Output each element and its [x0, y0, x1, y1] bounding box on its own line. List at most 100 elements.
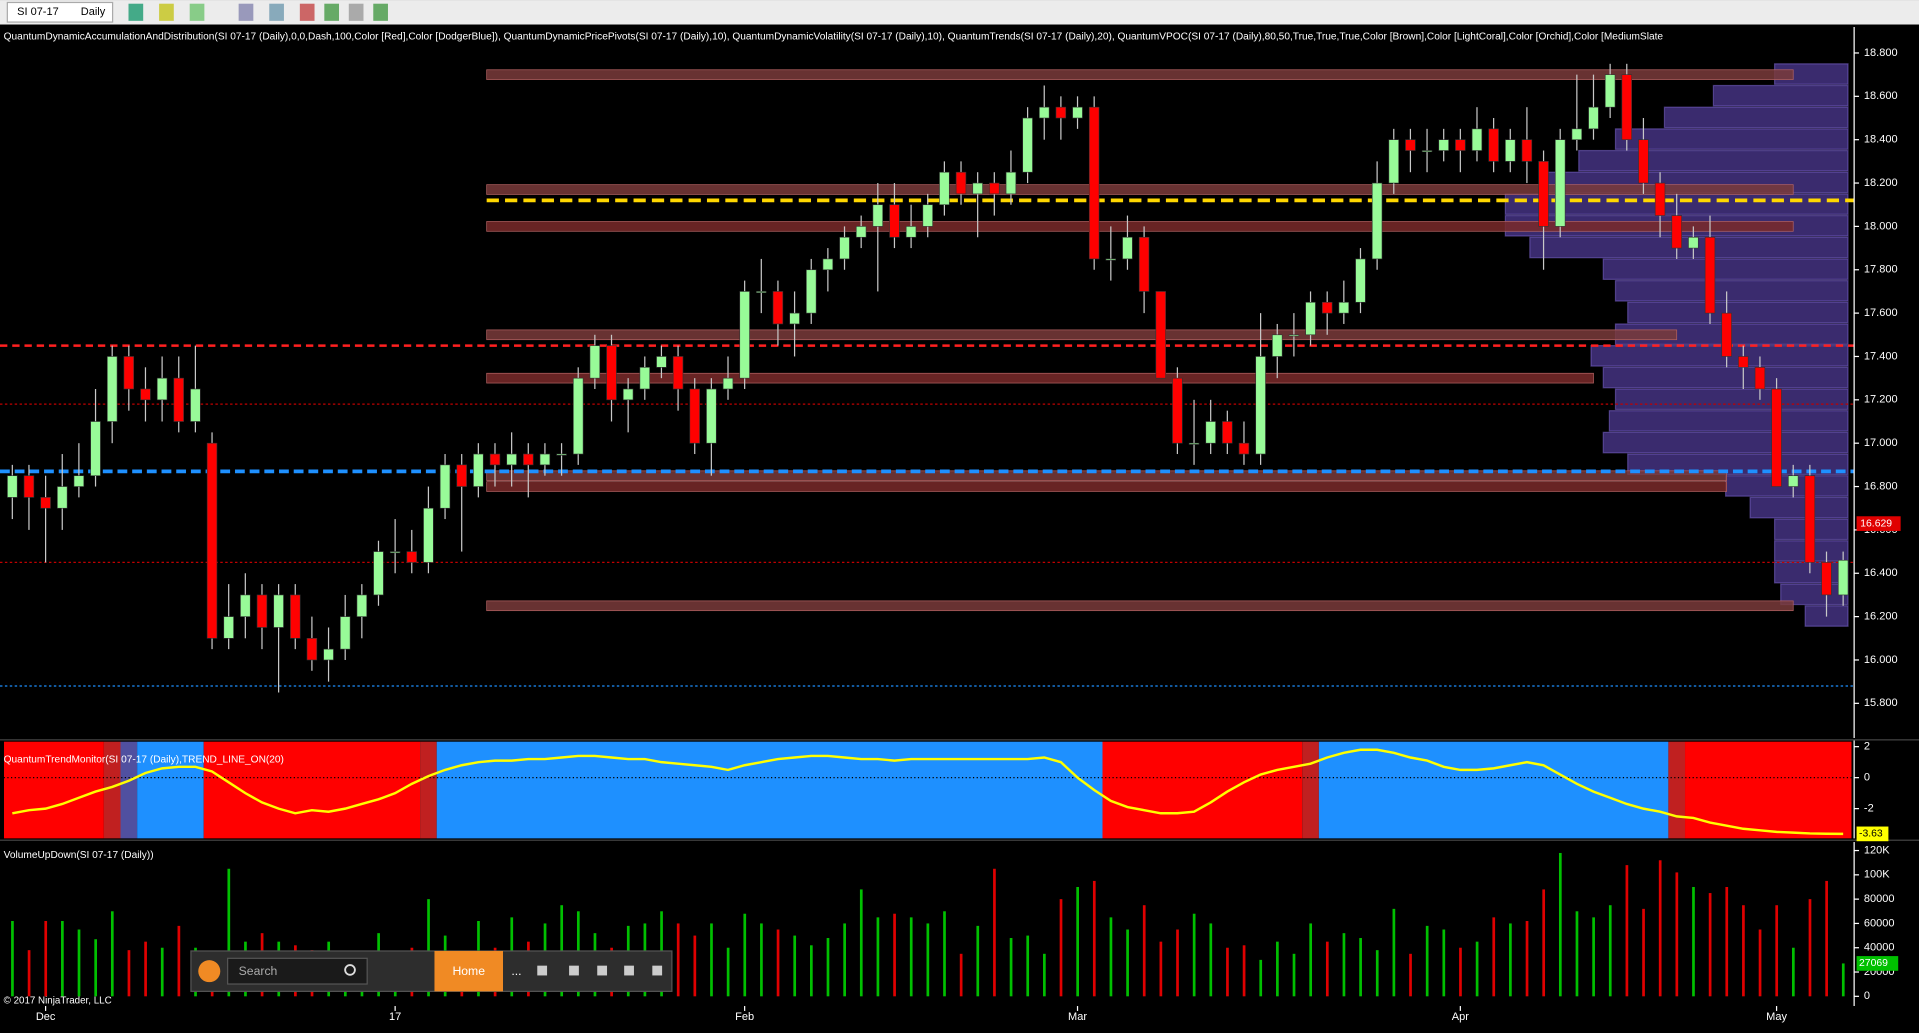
volume-bar [1808, 899, 1812, 997]
candle-body [1754, 367, 1766, 390]
toolbar-icon[interactable] [624, 965, 634, 976]
volume-profile-bar [1614, 128, 1849, 150]
candle-body [1704, 236, 1716, 314]
volume-bar [976, 925, 980, 997]
candle-body [1272, 334, 1283, 357]
vpoc-band [486, 600, 1794, 612]
cursor-icon[interactable] [238, 3, 254, 21]
y-tick-label: 17.800 [1864, 264, 1898, 276]
y-tick-label: 100K [1864, 869, 1890, 881]
volume-bar [1092, 880, 1096, 997]
candle-body [1621, 74, 1632, 140]
candle-body [822, 258, 834, 271]
volume-bar [144, 941, 147, 997]
candle-body [240, 594, 251, 617]
candle-body [1321, 301, 1333, 314]
properties-icon[interactable] [299, 3, 315, 21]
data-box-icon[interactable] [373, 3, 388, 21]
candle-body [339, 616, 351, 650]
trend-zone [120, 741, 138, 839]
toolbar: SI 07-17 Daily [0, 0, 1919, 25]
candle-body [1421, 150, 1433, 153]
candle-body [756, 291, 767, 293]
volume-bar [843, 923, 846, 997]
volume-bar [1192, 913, 1196, 997]
more-button[interactable]: ... [511, 964, 521, 978]
menu-button[interactable] [198, 960, 221, 983]
interval[interactable]: Daily [81, 6, 106, 18]
home-label[interactable]: Home [452, 964, 485, 978]
candle-body [1238, 442, 1250, 455]
volume-bar [1459, 947, 1462, 997]
volume-bar [94, 939, 98, 997]
candle-body [1488, 128, 1499, 162]
indicator-icon[interactable] [189, 3, 205, 21]
candle-body [1438, 139, 1449, 151]
candle-body [206, 442, 218, 639]
volume-bar [1392, 908, 1396, 997]
candle-body [905, 226, 917, 238]
candle-body [1471, 128, 1483, 151]
y-tick-label: 15.800 [1864, 697, 1898, 709]
volume-bar [1242, 945, 1246, 997]
zoom-icon[interactable] [269, 3, 284, 21]
y-tick-label: 18.800 [1864, 47, 1898, 59]
volume-bar [676, 923, 680, 997]
volume-bar [177, 925, 181, 997]
home-button[interactable] [434, 950, 504, 992]
volume-bar [1708, 893, 1712, 997]
volume-profile-bar [1773, 561, 1849, 584]
toolbar-icon[interactable] [569, 965, 579, 976]
search-placeholder[interactable]: Search [239, 964, 278, 978]
volume-bar [810, 945, 813, 997]
panel-title: QuantumTrendMonitor(SI 07-17 (Daily),TRE… [4, 755, 284, 766]
candle-body [839, 236, 850, 260]
volume-bar [1425, 925, 1429, 997]
candle-body [972, 182, 983, 195]
candle-body [1521, 139, 1533, 162]
volume-bar [1525, 921, 1529, 997]
candle-body [889, 204, 900, 238]
volume-profile-bar [1614, 279, 1849, 302]
candle-body [1804, 475, 1816, 563]
candle-body [323, 648, 334, 661]
candle-body [606, 345, 617, 401]
search-box[interactable] [227, 957, 368, 985]
candle-body [7, 475, 18, 498]
instrument-box[interactable] [6, 1, 114, 23]
volume-bar [1309, 923, 1313, 997]
volume-bar [1742, 905, 1745, 997]
y-tick-label: 16.400 [1864, 567, 1898, 579]
chart-style-icon[interactable] [128, 3, 144, 21]
volume-profile-bar [1608, 410, 1849, 432]
volume-bar [1176, 929, 1179, 997]
snapshot-icon[interactable] [324, 3, 340, 21]
panel-title: VolumeUpDown(SI 07-17 (Daily)) [4, 850, 154, 861]
y-tick-label: 120K [1864, 844, 1890, 856]
y-tick-label: 0 [1864, 772, 1870, 784]
candle-body [1305, 301, 1316, 336]
toolbar-icon[interactable] [537, 965, 548, 976]
volume-bar [77, 929, 81, 997]
trend-zone [436, 741, 1103, 839]
candle-body [706, 388, 717, 444]
instrument[interactable]: SI 07-17 [17, 6, 59, 18]
candle-body [473, 453, 484, 487]
candle-body [639, 367, 650, 390]
last-volume-label: 27069 [1859, 958, 1888, 969]
candle-body [1088, 106, 1100, 260]
toolbar-icon[interactable] [597, 965, 608, 976]
volume-bar [1259, 959, 1263, 997]
last-value-box [1856, 826, 1889, 842]
volume-bar [1043, 953, 1046, 997]
y-tick-label: 17.200 [1864, 394, 1898, 406]
candle-body [1338, 301, 1350, 314]
candle-body [1371, 182, 1383, 260]
template-icon[interactable] [348, 3, 364, 21]
candle-body [1155, 291, 1166, 379]
trend-zone [1685, 741, 1852, 839]
candle-body [23, 475, 35, 498]
toolbar-icon[interactable] [652, 965, 663, 976]
candle-body [806, 269, 817, 314]
draw-icon[interactable] [159, 3, 174, 21]
